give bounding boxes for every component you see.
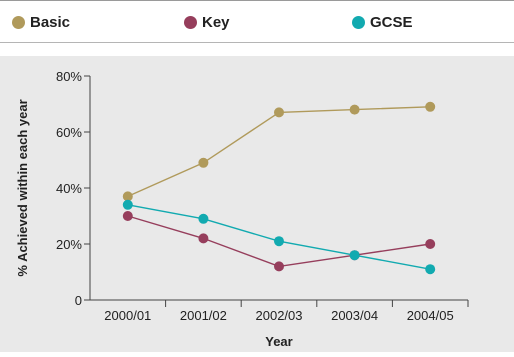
data-point-gcse bbox=[198, 213, 209, 224]
legend-label-gcse: GCSE bbox=[370, 13, 413, 31]
series-line-basic bbox=[127, 106, 431, 198]
y-tick-label: 60% bbox=[56, 125, 82, 140]
legend: Basic Key GCSE bbox=[0, 0, 514, 43]
data-point-gcse bbox=[274, 236, 284, 247]
data-point-gcse bbox=[425, 264, 436, 275]
y-tick-label: 20% bbox=[56, 237, 82, 252]
data-point-gcse bbox=[122, 199, 133, 210]
x-tick-label: 2004/05 bbox=[407, 308, 454, 323]
y-tick-label: 40% bbox=[56, 181, 82, 196]
x-tick-label: 2001/02 bbox=[180, 308, 227, 323]
legend-marker-basic bbox=[12, 15, 25, 29]
legend-item-gcse: GCSE bbox=[352, 13, 413, 31]
plot-panel: 0 20% 40% 60% 80% 2000/01 2001/02 2002/03 2003/0… bbox=[0, 56, 514, 352]
y-tick-label: 80% bbox=[56, 69, 82, 84]
y-axis-title: % Achieved within each year bbox=[15, 99, 30, 276]
data-point-key bbox=[122, 211, 133, 221]
legend-top-divider bbox=[0, 0, 514, 1]
data-point-gcse bbox=[349, 250, 360, 261]
data-point-basic bbox=[349, 104, 360, 115]
x-tick-label: 2002/03 bbox=[256, 308, 303, 323]
data-point-basic bbox=[198, 157, 209, 168]
data-point-key bbox=[198, 233, 209, 244]
data-point-basic bbox=[122, 191, 133, 202]
line-chart: 0 20% 40% 60% 80% 2000/01 2001/02 2002/03 2003/0… bbox=[15, 69, 469, 349]
x-tick-label: 2000/01 bbox=[104, 308, 151, 323]
legend-marker-key bbox=[184, 15, 197, 29]
x-tick-label: 2003/04 bbox=[331, 308, 378, 323]
legend-item-basic: Basic bbox=[12, 13, 70, 31]
legend-item-key: Key bbox=[184, 13, 230, 31]
x-axis-title: Year bbox=[265, 334, 292, 349]
legend-label-basic: Basic bbox=[30, 13, 71, 31]
data-point-key bbox=[274, 261, 284, 272]
y-tick-label: 0 bbox=[75, 293, 82, 308]
legend-marker-gcse bbox=[352, 15, 365, 29]
data-point-key bbox=[425, 239, 436, 249]
legend-label-key: Key bbox=[202, 13, 230, 31]
data-point-basic bbox=[274, 107, 284, 118]
data-point-basic bbox=[425, 101, 436, 112]
